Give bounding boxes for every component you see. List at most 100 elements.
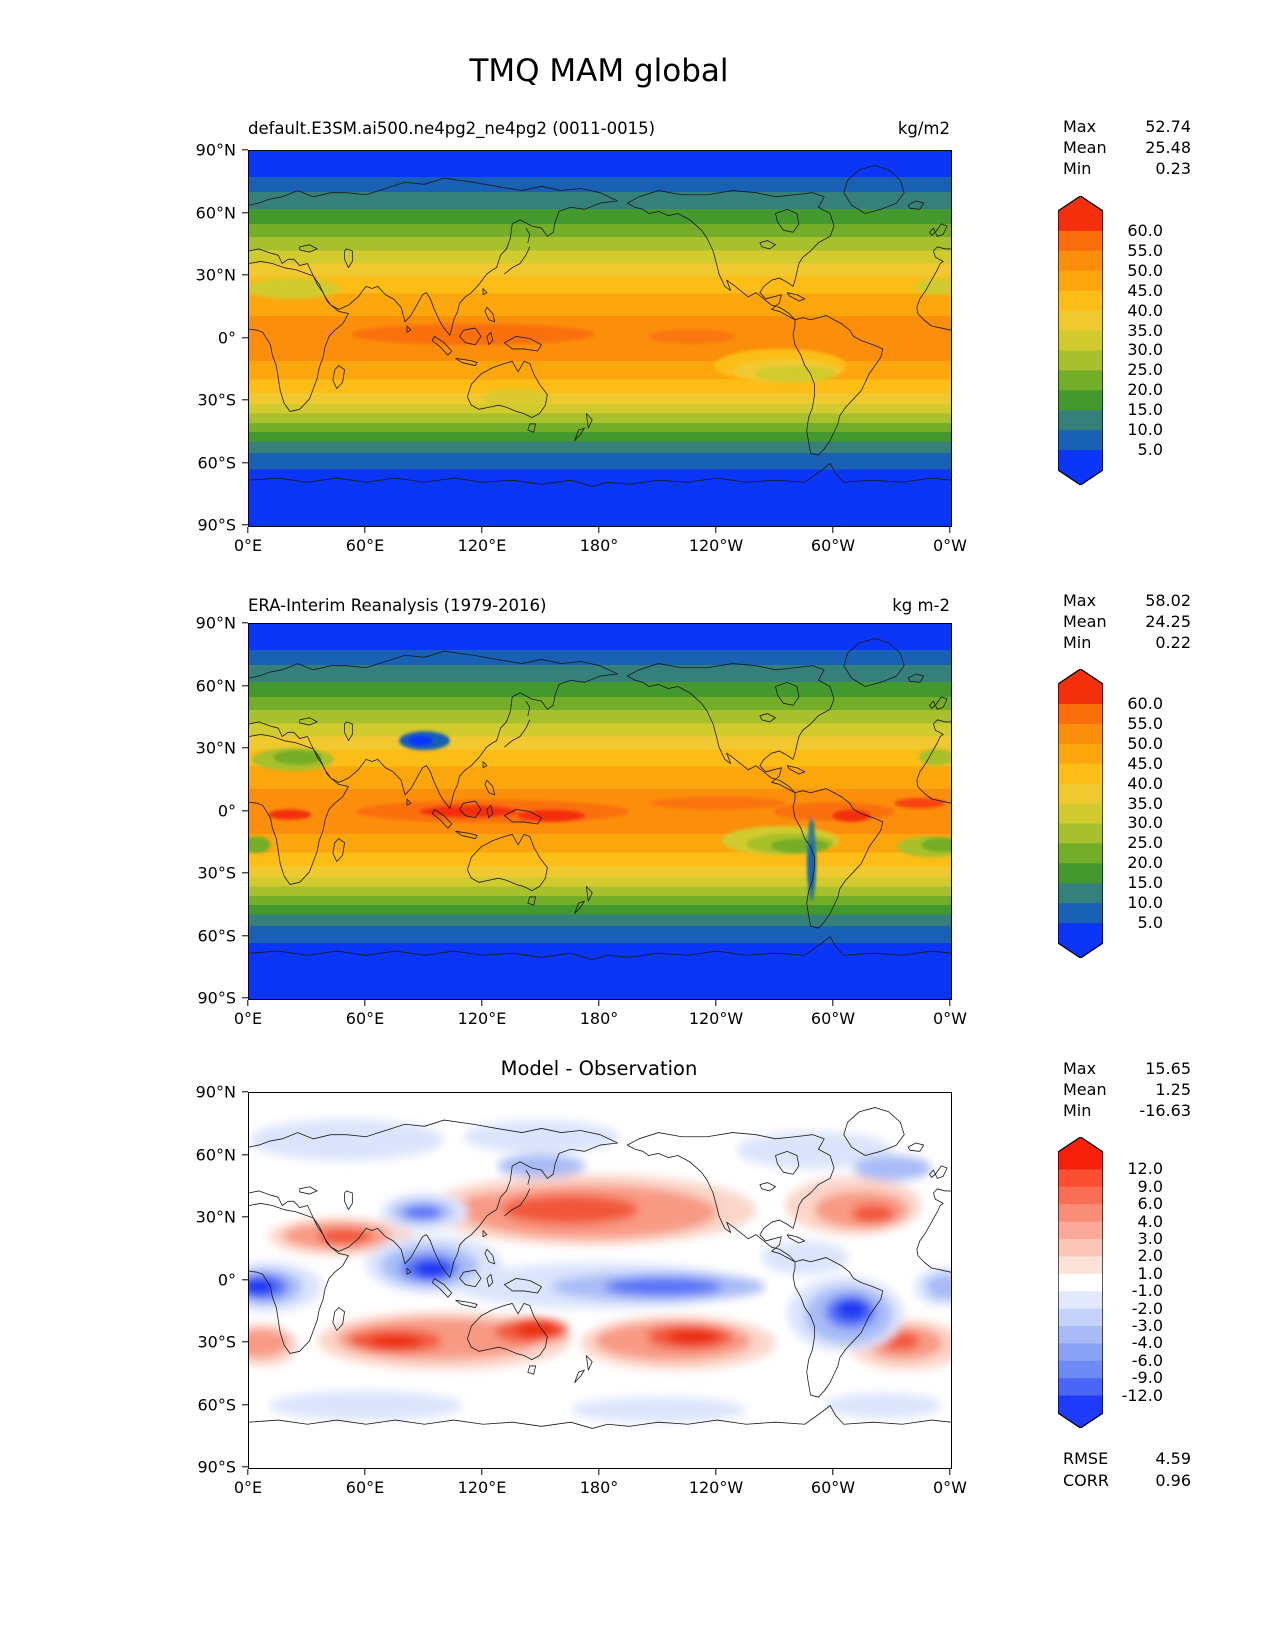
panel-diff-metrics: RMSE 4.59 CORR 0.96 [1063,1448,1191,1492]
y-tick-mark [242,684,248,687]
colorbar-tick-label: 60.0 [1127,220,1163,240]
y-tick-mark [242,934,248,937]
x-tick-label: 180° [579,536,619,555]
colorbar-tick-label: 45.0 [1127,753,1163,773]
colorbar-tick-label: 40.0 [1127,773,1163,793]
colorbar-tick-label: 15.0 [1127,400,1163,420]
metric-value: 4.59 [1155,1449,1191,1468]
y-tick-mark [242,809,248,812]
y-tick-mark [242,1153,248,1156]
colorbar-tick-label: 35.0 [1127,793,1163,813]
x-tick-label: 60°W [810,1009,856,1028]
colorbar-tick-label: 50.0 [1127,260,1163,280]
panel-model-map [248,150,952,527]
stat-label: Mean [1063,612,1107,631]
y-tick-mark [242,336,248,339]
x-tick-label: 60°W [810,536,856,555]
stat-label: Mean [1063,1080,1107,1099]
colorbar-tick-label: 5.0 [1137,440,1163,460]
stat-label: Max [1063,591,1097,610]
x-tick-mark [715,1000,717,1006]
model-map-canvas [249,151,951,526]
x-tick-label: 60°W [810,1478,856,1497]
model-field-fill [249,151,951,526]
y-tick-label: 0° [217,1270,236,1289]
x-tick-label: 60°E [345,536,385,555]
stat-value: 0.22 [1155,633,1191,652]
stat-value: 15.65 [1145,1059,1191,1078]
colorbar-tick-label: 4.0 [1137,1211,1163,1231]
colorbar-tick-label: 35.0 [1127,320,1163,340]
x-tick-mark [832,1000,834,1006]
x-tick-label: 0°W [933,1009,967,1028]
model-field-anomalies [249,278,951,410]
x-tick-label: 120°W [688,536,744,555]
figure-title: TMQ MAM global [469,53,729,89]
stat-label: Min [1063,1101,1092,1120]
colorbar-tick-label: 10.0 [1127,893,1163,913]
colorbar-tick-label: 15.0 [1127,873,1163,893]
panel-model-colorbar: 60.0 55.0 50.0 45.0 40.0 35.0 30.0 25.0 20.0 15.0… [1058,196,1178,485]
x-tick-label: 0°E [233,536,263,555]
x-tick-label: 120°E [457,536,507,555]
colorbar-tick-label: 6.0 [1137,1194,1163,1214]
y-tick-label: 30°S [197,863,236,883]
x-tick-mark [364,1469,366,1475]
y-tick-mark [242,1403,248,1406]
panel-obs-title: ERA-Interim Reanalysis (1979-2016) [248,596,547,615]
x-tick-label: 120°W [688,1478,744,1497]
stat-label: Max [1063,1059,1097,1078]
y-tick-label: 90°N [195,140,236,160]
x-tick-mark [949,1469,951,1475]
x-tick-label: 0°E [233,1009,263,1028]
colorbar-tick-label: 50.0 [1127,733,1163,753]
y-tick-label: 90°S [197,1457,236,1477]
panel-diff-title: Model - Observation [500,1057,698,1080]
diff-field-anomalies [249,1119,951,1423]
colorbar-tick-label: 12.0 [1127,1159,1163,1179]
x-tick-label: 60°E [345,1009,385,1028]
panel-obs-y-axis: 90°N 60°N 30°N 0° 30°S 60°S 90°S [162,614,248,1008]
y-tick-label: 30°N [195,265,236,285]
x-tick-mark [481,1000,483,1006]
colorbar-tick-label: 40.0 [1127,300,1163,320]
metric-label: RMSE [1063,1449,1109,1468]
stat-value: 1.25 [1155,1080,1191,1099]
y-tick-mark [242,1216,248,1218]
colorbar-tick-label: 20.0 [1127,380,1163,400]
colorbar-tick-label: 30.0 [1127,340,1163,360]
y-tick-label: 90°N [195,1082,236,1102]
y-tick-label: 30°N [195,738,236,758]
obs-field-anomalies [249,731,951,902]
stat-value: 25.48 [1145,138,1191,157]
stat-value: 52.74 [1145,117,1191,136]
x-tick-mark [247,1469,249,1475]
y-tick-mark [242,1341,248,1343]
panel-obs-stats: Max 58.02 Mean 24.25 Min 0.22 [1063,590,1191,653]
colorbar-canvas [1058,669,1103,958]
x-tick-mark [247,527,249,533]
y-tick-mark [242,274,248,276]
colorbar-tick-label: 55.0 [1127,713,1163,733]
stat-value: 58.02 [1145,591,1191,610]
panel-model-x-axis: 0°E 60°E 120°E 180° 120°W 60°W 0°W [234,527,967,563]
colorbar-tick-label: -9.0 [1131,1368,1163,1388]
y-tick-label: 90°S [197,515,236,535]
colorbar-canvas [1058,1137,1103,1428]
panel-obs-header: ERA-Interim Reanalysis (1979-2016) kg m-… [248,595,950,617]
y-tick-label: 60°N [195,203,236,222]
x-tick-label: 0°W [933,1478,967,1497]
obs-map-canvas [249,624,951,999]
y-tick-mark [242,872,248,874]
colorbar-tick-label: 2.0 [1137,1246,1163,1266]
colorbar-tick-label: -3.0 [1131,1316,1163,1335]
y-tick-mark [242,524,248,526]
colorbar-tick-label: -12.0 [1121,1385,1163,1405]
x-tick-mark [598,1469,600,1475]
stat-label: Mean [1063,138,1107,157]
diff-map-canvas [249,1093,951,1468]
x-tick-mark [949,527,951,533]
colorbar-tick-label: 3.0 [1137,1229,1163,1248]
x-tick-label: 120°E [457,1478,507,1497]
y-tick-mark [242,997,248,999]
